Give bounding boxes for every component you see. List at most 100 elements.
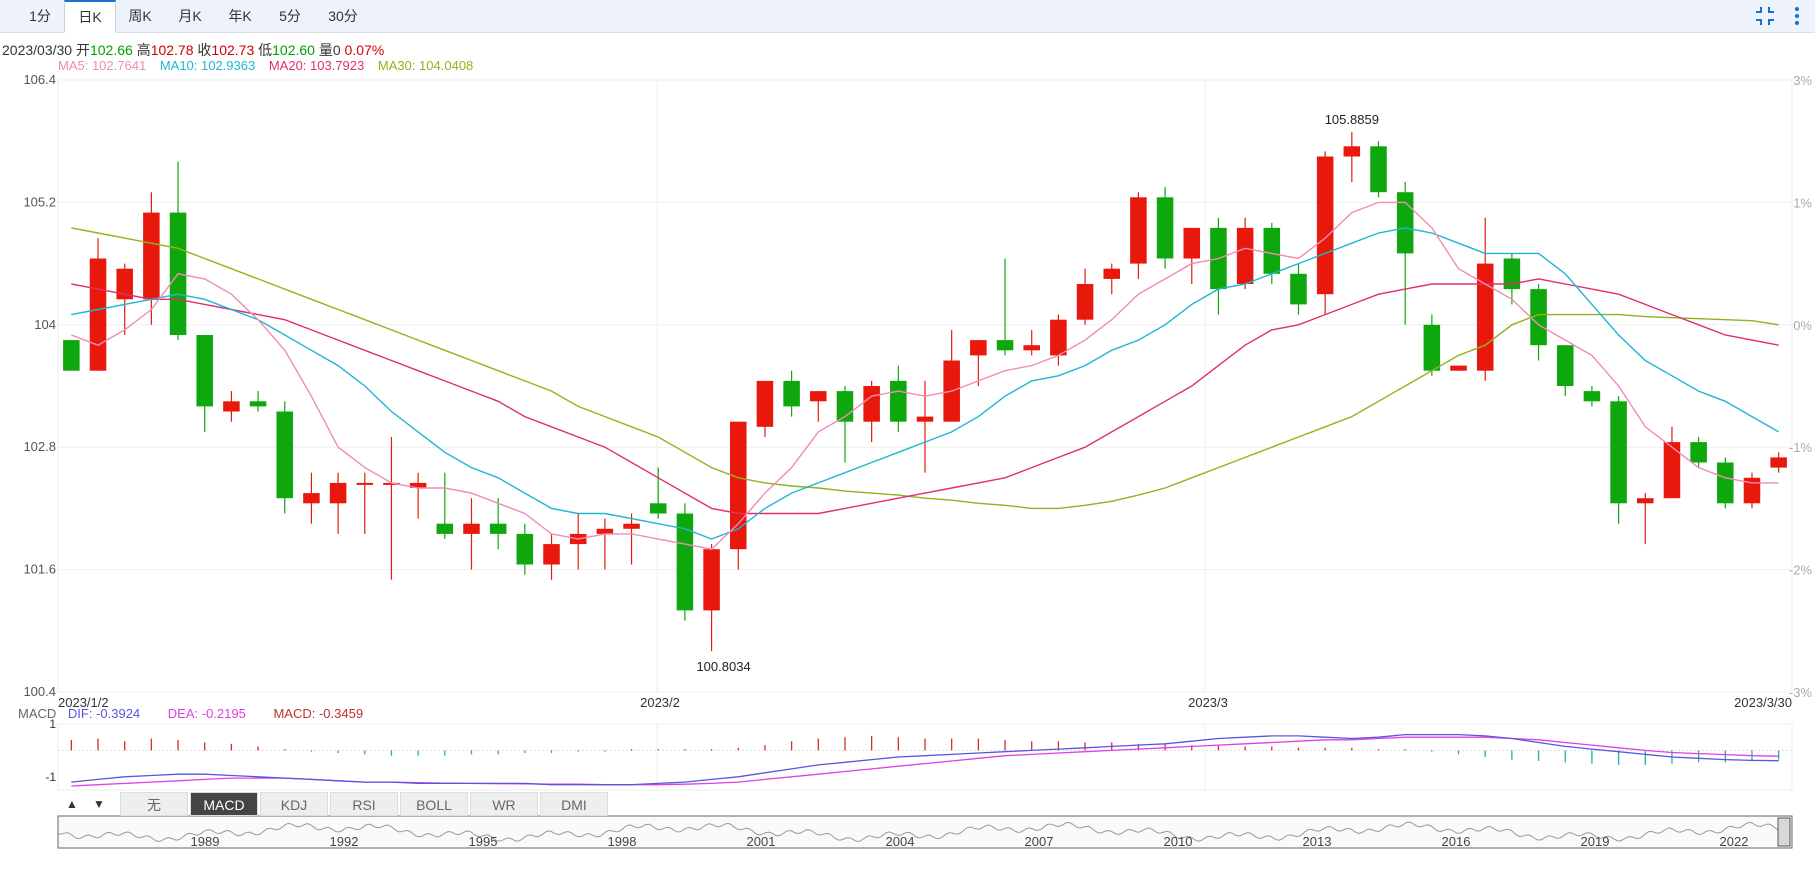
ma20-legend: MA20: 103.7923	[268, 58, 365, 73]
candle-body	[1743, 477, 1761, 504]
candle-body	[1130, 197, 1147, 264]
candle-body	[996, 340, 1014, 351]
indicator-tab-5[interactable]: WR	[470, 792, 538, 816]
indicator-tab-3[interactable]: RSI	[330, 792, 398, 816]
y-tick-label: 102.8	[23, 439, 56, 454]
info-high: 102.78	[150, 42, 194, 58]
info-vol-label: 量	[318, 42, 333, 58]
max-price-label: 105.8859	[1325, 112, 1379, 127]
candle-body	[703, 549, 720, 611]
info-low-label: 低	[258, 42, 273, 58]
candle-body	[249, 401, 267, 407]
candle-body	[1690, 442, 1707, 463]
more-vertical-icon[interactable]	[1785, 4, 1809, 28]
macd-plot-frame	[57, 723, 1793, 791]
indicator-tab-4[interactable]: BOLL	[400, 792, 468, 816]
ma5-legend: MA5: 102.7641	[58, 58, 147, 73]
navigator-year-label: 2016	[1442, 834, 1471, 849]
candle-body	[1050, 319, 1067, 356]
navigator-year-label: 2001	[747, 834, 776, 849]
candle-body	[1263, 227, 1281, 274]
tab-5[interactable]: 5分	[279, 8, 301, 24]
candle-body	[1450, 365, 1467, 371]
navigator-year-label: 2007	[1025, 834, 1054, 849]
y-right-tick-label: -3%	[1789, 685, 1813, 700]
tab-0[interactable]: 1分	[29, 8, 51, 24]
macd-value-legend: MACD: -0.3459	[273, 706, 364, 721]
candle-body	[303, 493, 320, 504]
info-open: 102.66	[89, 42, 133, 58]
candle-body	[1290, 273, 1307, 305]
y-tick-label: 100.4	[23, 684, 56, 699]
candle-body	[1183, 227, 1201, 259]
dif-line	[71, 733, 1779, 786]
indicator-tab-2[interactable]: KDJ	[260, 792, 328, 816]
indicator-tab-0[interactable]: 无	[120, 792, 188, 816]
candle-body	[329, 482, 347, 504]
navigator-year-label: 2010	[1164, 834, 1193, 849]
candle-body	[143, 212, 160, 300]
candle-body	[409, 482, 427, 488]
candle-body	[916, 416, 934, 422]
ma30-line	[71, 227, 1779, 510]
candle-body	[1503, 258, 1521, 290]
candle-body	[383, 482, 400, 485]
candle-body	[516, 533, 534, 565]
info-date: 2023/03/30	[2, 42, 73, 58]
tab-4[interactable]: 年K	[228, 8, 252, 24]
ma5-line	[71, 201, 1779, 550]
x-tick-label: 2023/2	[640, 695, 680, 710]
y-right-tick-label: 1%	[1793, 195, 1812, 210]
indicator-tab-6[interactable]: DMI	[540, 792, 608, 816]
macd-y-tick-label: 1	[49, 717, 56, 731]
x-tick-label: 2023/3	[1188, 695, 1228, 710]
navigator-year-label: 1992	[330, 834, 359, 849]
navigator-year-label: 1989	[191, 834, 220, 849]
candle-body	[1370, 146, 1387, 193]
candle-body	[1076, 284, 1094, 320]
candle-body	[1396, 192, 1414, 254]
candle-body	[783, 380, 800, 407]
candle-body	[223, 401, 240, 412]
candle-body	[463, 523, 480, 534]
candle-body	[436, 523, 454, 534]
tab-2[interactable]: 周K	[128, 8, 152, 24]
candle-body	[1717, 462, 1734, 504]
navigator-handle[interactable]	[1777, 817, 1791, 847]
y-tick-label: 104	[34, 317, 56, 332]
macd-legend-name: MACD	[18, 706, 57, 721]
tab-3[interactable]: 月K	[178, 8, 202, 24]
candle-body	[623, 523, 640, 529]
info-high-label: 高	[136, 42, 151, 58]
candle-body	[1610, 401, 1627, 504]
navigator-year-label: 1998	[608, 834, 637, 849]
candle-body	[543, 544, 560, 565]
tab-6[interactable]: 30分	[328, 8, 358, 24]
collapse-icon[interactable]	[1753, 4, 1777, 28]
candle-body	[1637, 498, 1654, 504]
ma10-legend: MA10: 102.9363	[159, 58, 256, 73]
info-low: 102.60	[272, 42, 315, 58]
candle-body	[356, 482, 374, 485]
navigator-year-label: 2004	[886, 834, 915, 849]
candle-body	[276, 411, 294, 499]
candle-body	[63, 340, 80, 371]
candle-body	[863, 386, 880, 422]
ma30-legend: MA30: 104.0408	[377, 58, 474, 73]
navigator-year-label: 2019	[1581, 834, 1610, 849]
candle-body	[676, 513, 694, 611]
candle-body	[1023, 345, 1040, 351]
tab-1[interactable]: 日K	[64, 0, 116, 33]
navigator-year-label: 2022	[1720, 834, 1749, 849]
scroll-down-button[interactable]: ▼	[93, 797, 105, 811]
candle-body	[756, 380, 774, 427]
candle-body	[1236, 227, 1254, 284]
scroll-up-button[interactable]: ▲	[66, 797, 78, 811]
candle-body	[1476, 263, 1494, 371]
candle-body	[596, 528, 614, 534]
candle-body	[1583, 391, 1601, 402]
candle-body	[1770, 457, 1787, 468]
info-open-label: 开	[75, 42, 90, 58]
indicator-tab-1[interactable]: MACD	[190, 792, 258, 816]
